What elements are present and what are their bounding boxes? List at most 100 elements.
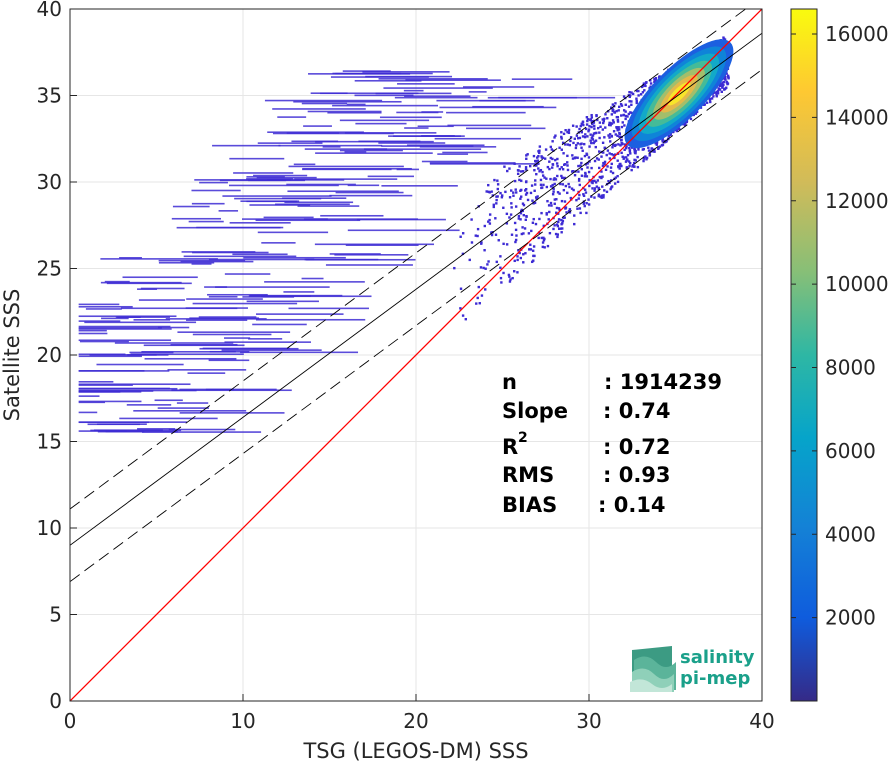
- density-cell: [555, 223, 559, 226]
- density-cell: [488, 218, 491, 222]
- density-cell: [479, 266, 483, 269]
- density-cell: [520, 188, 523, 192]
- density-streak: [100, 258, 218, 260]
- density-streak: [429, 162, 516, 164]
- density-cell: [556, 191, 560, 194]
- density-cell: [722, 80, 726, 84]
- density-cell: [689, 117, 693, 121]
- density-cell: [507, 273, 511, 277]
- density-cell: [628, 146, 631, 150]
- density-streak: [339, 149, 403, 152]
- density-cell: [504, 190, 507, 194]
- density-cell: [606, 165, 609, 168]
- density-cell: [630, 103, 633, 107]
- stat-bias-value: : 0.14: [598, 493, 666, 517]
- density-cell: [551, 166, 554, 169]
- density-cell: [593, 179, 596, 183]
- density-cell: [636, 155, 639, 159]
- density-cell: [677, 126, 680, 130]
- density-streak: [303, 125, 332, 127]
- density-streak: [137, 428, 176, 430]
- density-streak: [199, 181, 228, 184]
- density-cell: [615, 109, 618, 113]
- density-streak: [141, 431, 262, 433]
- density-cell: [508, 216, 511, 219]
- density-cell: [624, 110, 627, 113]
- density-cell: [566, 191, 569, 195]
- density-cell: [593, 124, 596, 128]
- density-cell: [520, 232, 524, 236]
- density-streak: [170, 343, 238, 346]
- density-cell: [571, 154, 574, 157]
- density-streak: [394, 96, 478, 99]
- density-streak: [301, 277, 324, 280]
- density-cell: [645, 158, 648, 161]
- density-streak: [342, 70, 391, 72]
- density-cell: [492, 203, 495, 207]
- density-cell: [647, 146, 650, 149]
- density-streak: [126, 404, 172, 406]
- density-streak: [224, 341, 311, 343]
- density-cell: [533, 169, 536, 172]
- density-cell: [537, 150, 540, 153]
- density-cell: [611, 119, 615, 122]
- density-cell: [637, 89, 640, 93]
- density-cell: [610, 122, 614, 125]
- density-cell: [583, 135, 587, 139]
- density-streak: [243, 256, 346, 259]
- density-cell: [495, 195, 498, 198]
- density-cell: [525, 180, 528, 183]
- fit-line: [70, 32, 762, 546]
- density-streak: [202, 347, 290, 350]
- density-cell: [562, 216, 565, 220]
- density-cell: [568, 208, 572, 211]
- density-streak: [96, 363, 184, 366]
- density-cell: [613, 156, 616, 160]
- density-cell: [584, 133, 587, 136]
- density-cell: [669, 132, 672, 136]
- density-cell: [513, 162, 516, 165]
- density-cell: [616, 134, 619, 138]
- density-streak: [345, 244, 419, 246]
- y-tick-label: 30: [37, 170, 62, 194]
- density-cell: [611, 103, 615, 106]
- density-streak: [218, 210, 239, 212]
- density-cell: [547, 218, 550, 221]
- density-cell: [459, 287, 463, 290]
- density-cell: [590, 116, 594, 119]
- density-cell: [526, 198, 530, 202]
- density-streak: [267, 179, 345, 181]
- density-cell: [554, 134, 557, 137]
- density-cell: [521, 226, 524, 229]
- density-cell: [597, 158, 600, 161]
- density-streak: [291, 140, 339, 143]
- density-cell: [524, 168, 528, 171]
- density-cell: [584, 191, 588, 194]
- density-streak: [154, 399, 183, 402]
- density-cell: [601, 175, 604, 178]
- density-cell: [505, 212, 509, 216]
- density-cell: [549, 156, 553, 160]
- density-cell: [606, 117, 609, 120]
- density-cell: [577, 164, 580, 168]
- density-cell: [560, 148, 563, 151]
- density-cell: [494, 217, 497, 220]
- density-streak: [78, 390, 154, 392]
- colorbar-tick-label: 12000: [825, 189, 889, 213]
- density-cell: [511, 276, 514, 280]
- stat-r2-superscript: 2: [518, 430, 528, 446]
- density-cell: [630, 91, 633, 94]
- density-cell: [623, 124, 626, 127]
- density-cell: [532, 202, 535, 205]
- density-cell: [551, 163, 554, 166]
- density-cell: [590, 125, 593, 129]
- density-cell: [622, 113, 626, 117]
- density-streak: [355, 122, 407, 125]
- density-streak: [78, 421, 150, 424]
- density-cell: [496, 183, 500, 186]
- density-cell: [534, 179, 537, 182]
- density-streak: [208, 295, 238, 298]
- density-streak: [157, 407, 209, 409]
- density-cell: [510, 233, 514, 236]
- density-cell: [487, 220, 490, 223]
